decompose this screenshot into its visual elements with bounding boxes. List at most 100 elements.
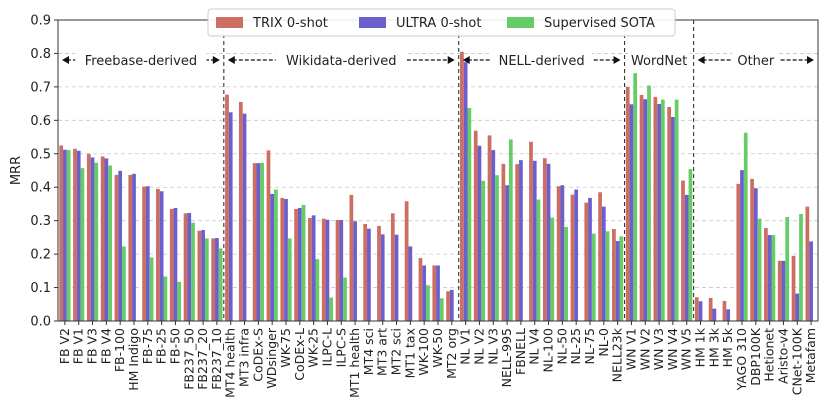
bar-ultra-0-shot	[615, 241, 620, 321]
bar-ultra-0-shot	[698, 301, 703, 321]
bar-trix-0-shot	[156, 188, 160, 321]
bar-ultra-0-shot	[242, 113, 247, 321]
legend-swatch	[216, 17, 243, 28]
bar-trix-0-shot	[390, 213, 395, 321]
x-tick-label: MT3 art	[375, 328, 390, 376]
x-tick-label: Metafam	[803, 328, 818, 383]
bar-supervised-sota	[757, 218, 762, 321]
x-tick-label: NL V1	[458, 328, 473, 365]
bar-trix-0-shot	[764, 228, 768, 321]
bar-trix-0-shot	[404, 201, 409, 321]
x-tick-label: NL-75	[582, 328, 597, 365]
bar-ultra-0-shot	[629, 104, 634, 321]
x-tick-label: FB V4	[98, 328, 113, 364]
bar-trix-0-shot	[100, 156, 105, 321]
x-tick-label: ILPC-L	[319, 328, 334, 366]
bar-ultra-0-shot	[270, 193, 275, 321]
bar-trix-0-shot	[694, 297, 699, 321]
group-arrow-head-right	[807, 56, 814, 64]
bar-supervised-sota	[799, 213, 803, 321]
x-tick-label: FB237_50	[181, 328, 196, 390]
y-tick-label: 0.0	[30, 315, 51, 330]
bar-ultra-0-shot	[187, 212, 192, 321]
bar-ultra-0-shot	[339, 220, 344, 321]
bar-supervised-sota	[287, 238, 292, 321]
bar-trix-0-shot	[308, 217, 312, 321]
group-label-background	[732, 51, 780, 69]
bar-ultra-0-shot	[159, 191, 164, 321]
bar-ultra-0-shot	[560, 185, 565, 321]
bar-supervised-sota	[743, 132, 748, 321]
bar-ultra-0-shot	[588, 197, 592, 321]
legend-swatch	[359, 17, 386, 28]
bar-trix-0-shot	[750, 178, 754, 321]
bar-trix-0-shot	[736, 183, 741, 321]
x-tick-label: MT2 org	[444, 328, 459, 379]
y-tick-label: 0.8	[30, 47, 51, 62]
bar-trix-0-shot	[667, 106, 672, 322]
bar-supervised-sota	[163, 276, 168, 321]
bar-supervised-sota	[619, 236, 624, 321]
bar-supervised-sota	[785, 216, 790, 321]
x-tick-label: HM Indigo	[126, 328, 141, 391]
x-tick-label: MT1 tax	[402, 328, 417, 378]
bar-trix-0-shot	[653, 96, 658, 321]
bar-ultra-0-shot	[726, 309, 731, 321]
bar-ultra-0-shot	[311, 215, 316, 321]
y-tick-label: 0.5	[30, 147, 51, 162]
bar-ultra-0-shot	[353, 221, 357, 321]
bar-supervised-sota	[467, 107, 472, 322]
bar-ultra-0-shot	[671, 116, 675, 322]
bar-trix-0-shot	[612, 229, 616, 321]
bar-trix-0-shot	[225, 94, 229, 321]
bar-trix-0-shot	[681, 180, 685, 321]
x-tick-label: ILPC-S	[333, 328, 348, 367]
y-tick-label: 0.9	[30, 14, 51, 29]
bar-ultra-0-shot	[546, 163, 551, 321]
bar-supervised-sota	[647, 85, 651, 321]
bar-ultra-0-shot	[394, 234, 399, 321]
bar-ultra-0-shot	[380, 234, 385, 321]
bar-ultra-0-shot	[463, 62, 468, 321]
legend-label: TRIX 0-shot	[252, 16, 328, 31]
bar-ultra-0-shot	[657, 103, 661, 321]
group-label: Wikidata-derived	[286, 54, 396, 69]
bar-supervised-sota	[591, 233, 596, 321]
x-tick-label: WN V1	[623, 328, 638, 370]
bar-ultra-0-shot	[76, 150, 81, 321]
bar-ultra-0-shot	[767, 235, 772, 321]
bar-ultra-0-shot	[132, 173, 136, 321]
x-tick-label: WN V5	[679, 328, 694, 370]
bar-trix-0-shot	[501, 163, 506, 321]
group-arrow-head-left	[62, 56, 69, 64]
bar-trix-0-shot	[363, 224, 368, 321]
bar-supervised-sota	[315, 259, 320, 321]
x-tick-label: WK-100	[416, 328, 431, 376]
bar-trix-0-shot	[197, 230, 202, 321]
group-label: Freebase-derived	[85, 54, 197, 69]
bar-ultra-0-shot	[145, 186, 150, 321]
bar-trix-0-shot	[598, 192, 602, 321]
bar-trix-0-shot	[473, 130, 478, 321]
x-tick-label: FBNELL	[513, 328, 528, 375]
bar-trix-0-shot	[570, 194, 575, 321]
bar-ultra-0-shot	[740, 170, 744, 321]
bar-ultra-0-shot	[325, 219, 330, 321]
x-tick-label: FB V2	[57, 328, 72, 364]
x-tick-label: MT1 health	[347, 328, 362, 398]
group-arrow-head-left	[227, 56, 235, 64]
group-arrow-head-right	[447, 56, 455, 64]
bar-trix-0-shot	[556, 186, 561, 321]
x-tick-label: FB V1	[71, 328, 86, 364]
bar-supervised-sota	[481, 180, 486, 321]
x-tick-label: HM 1k	[693, 327, 708, 367]
x-tick-label: CNet-100K	[789, 327, 804, 395]
y-tick-label: 0.2	[30, 248, 51, 263]
x-tick-label: FB-25	[154, 328, 169, 364]
bar-ultra-0-shot	[284, 198, 288, 321]
bar-trix-0-shot	[142, 186, 146, 321]
group-label-background	[275, 51, 407, 69]
group-label: NELL-derived	[499, 54, 585, 69]
bar-trix-0-shot	[418, 258, 423, 321]
